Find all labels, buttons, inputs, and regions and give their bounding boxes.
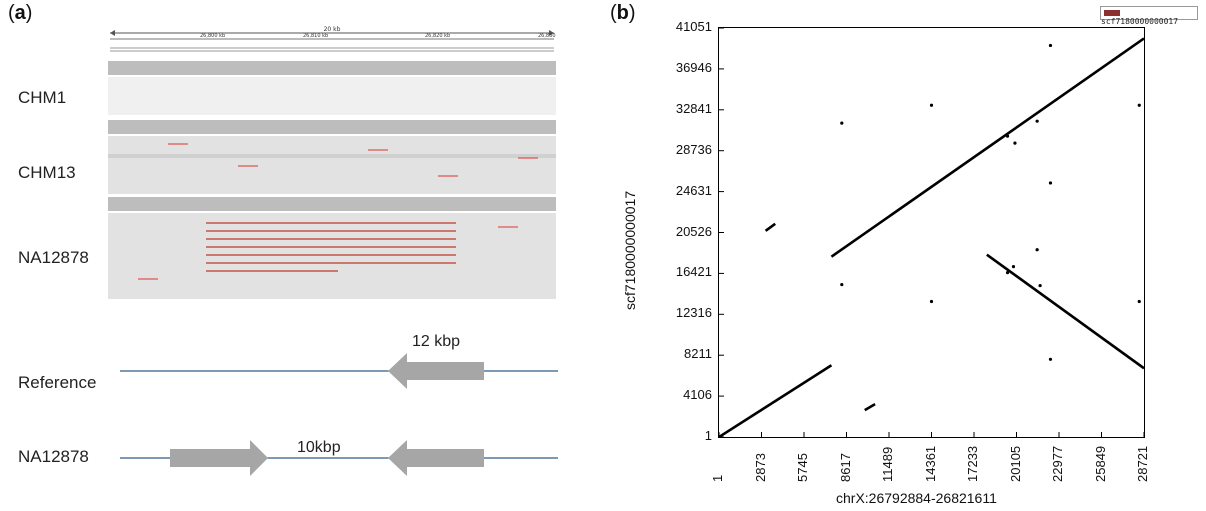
- y-tick-label: 16421: [675, 264, 712, 280]
- chm13-coverage-track: [108, 120, 556, 134]
- y-tick-label: 8211: [684, 346, 712, 362]
- alignment-dot: [1137, 103, 1141, 107]
- alignment-dot: [1048, 181, 1053, 185]
- na12878-forward-arrow: [170, 440, 268, 476]
- alignment-segment: [864, 403, 876, 412]
- chm13-reads-track: [108, 136, 556, 194]
- x-tick-label: 8617: [837, 453, 853, 482]
- y-axis-title: scf7180000000017: [622, 190, 638, 310]
- inversion-size-na12878: 10kbp: [297, 439, 341, 456]
- alignment-dot: [1035, 119, 1039, 123]
- legend-label: scf7180000000017: [1101, 17, 1179, 26]
- x-tick-label: 28721: [1135, 445, 1150, 482]
- alignment-segment: [764, 222, 776, 232]
- y-tick-label: 12316: [675, 305, 712, 321]
- y-tick-label: 24631: [675, 182, 712, 198]
- na12878-reads-track: [108, 213, 556, 299]
- alignment-dot: [840, 282, 844, 287]
- chm1-coverage-track: [108, 61, 556, 75]
- alignment-dot: [1013, 141, 1017, 145]
- na12878-diagram-label: NA12878: [18, 447, 89, 466]
- x-tick-label: 5745: [795, 453, 810, 482]
- x-tick-label: 11489: [880, 446, 895, 482]
- y-tick-label: 4106: [683, 387, 712, 403]
- na12878-reverse-arrow: [388, 440, 484, 476]
- alignment-segment: [986, 253, 1145, 370]
- x-tick-label: 17233: [965, 445, 980, 482]
- dot-plot-area: [718, 27, 1145, 439]
- sample-label-chm1: CHM1: [18, 88, 67, 107]
- y-tick-label: 36946: [675, 59, 712, 75]
- x-axis-title: chrX:26792884-26821611: [836, 490, 997, 506]
- alignment-dot: [1048, 43, 1053, 48]
- inversion-diagram: [120, 353, 558, 476]
- y-tick-label: 20526: [675, 223, 712, 239]
- x-tick-label: 2873: [752, 453, 768, 482]
- sample-label-na12878: NA12878: [18, 248, 89, 267]
- alignment-dot: [929, 299, 934, 304]
- legend-swatch: [1104, 10, 1120, 16]
- x-tick-label: 14361: [922, 445, 938, 482]
- sample-label-chm13: CHM13: [18, 163, 76, 182]
- alignment-dot: [929, 103, 934, 107]
- chm1-reads-track: [108, 77, 556, 115]
- ruler-tick-label: 26,810 kb: [303, 33, 328, 39]
- ruler-span-label: 20 kb: [324, 26, 341, 33]
- alignment-dot: [1035, 248, 1039, 252]
- ruler-tick-label: 26,830: [538, 33, 556, 39]
- panel-b-label: (b): [610, 2, 636, 24]
- reference-inversion-arrow: [388, 353, 484, 389]
- x-tick-label: 25849: [1092, 445, 1108, 482]
- alignment-dot: [840, 121, 844, 125]
- chart-legend: scf7180000000017: [1100, 6, 1198, 26]
- y-tick-label: 1: [704, 428, 712, 443]
- x-tick-label: 22977: [1050, 445, 1065, 482]
- na12878-coverage-track: [108, 197, 556, 211]
- ruler-tick-label: 26,800 kb: [200, 33, 225, 39]
- ruler-tick-label: 26,820 kb: [425, 33, 450, 39]
- alignment-segment: [718, 364, 833, 439]
- x-tick-label: 20105: [1007, 445, 1023, 482]
- alignment-dot: [1048, 357, 1053, 361]
- y-tick-label: 28736: [675, 141, 712, 157]
- igv-ruler: 20 kb 26,800 kb 26,810 kb 26,820 kb 26,8…: [110, 26, 556, 52]
- dot-plot-svg: [718, 27, 1145, 439]
- y-tick-label: 32841: [675, 100, 712, 116]
- reference-label: Reference: [18, 373, 97, 392]
- alignment-dot: [1005, 271, 1010, 275]
- x-tick-label: 1: [710, 474, 725, 482]
- alignment-dot: [1038, 283, 1042, 288]
- igv-alignment-view: 20 kb 26,800 kb 26,810 kb 26,820 kb 26,8…: [108, 25, 556, 301]
- inversion-size-reference: 12 kbp: [412, 333, 461, 350]
- panel-a-label: (a): [8, 2, 33, 24]
- alignment-dot: [1137, 299, 1141, 304]
- y-tick-label: 41051: [675, 19, 712, 34]
- alignment-segment: [830, 37, 1145, 258]
- alignment-dot: [1011, 265, 1016, 269]
- alignment-dot: [1005, 134, 1010, 138]
